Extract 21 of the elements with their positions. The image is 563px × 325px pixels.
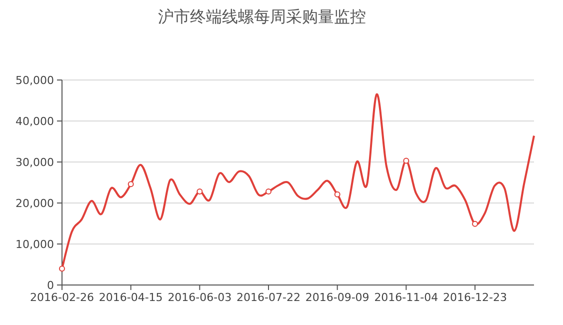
point (59, 266, 65, 272)
x-tick-label: 2016-12-23 (443, 291, 507, 304)
x-tick-label: 2016-07-22 (236, 291, 300, 304)
y-tick-label: 30,000 (16, 156, 54, 169)
point (472, 220, 478, 227)
point (334, 191, 340, 198)
x-tick-label: 2016-06-03 (168, 291, 232, 304)
y-tick-label: 20,000 (16, 197, 54, 210)
point (196, 188, 203, 195)
y-tick-label: 10,000 (16, 238, 54, 251)
y-tick-label: 0 (47, 279, 54, 292)
y-tick-label: 40,000 (16, 115, 54, 128)
x-tick-label: 2016-04-15 (98, 291, 163, 304)
x-tick-label: 2016-11-04 (374, 291, 438, 304)
point (266, 188, 272, 195)
y-tick-label: 50,000 (16, 74, 54, 87)
x-tick-label: 2016-02-26 (30, 291, 94, 304)
x-tick-label: 2016-09-09 (305, 291, 370, 304)
chart-title: 沪市终端线螺每周采购量监控 (158, 7, 366, 26)
point (403, 158, 410, 164)
point (128, 181, 134, 188)
